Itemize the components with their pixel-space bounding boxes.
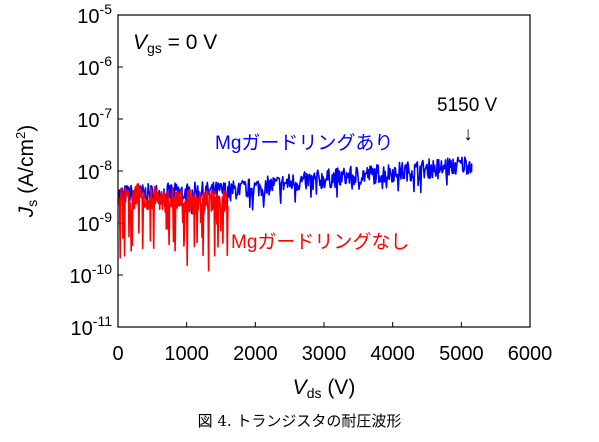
series-label-without-guard: Mgガードリングなし [231,231,409,253]
x-tick-label: 5000 [439,343,484,365]
y-tick-label: 10-10 [70,261,113,288]
condition-label: Vgs = 0 V [133,31,217,56]
series-group [118,156,473,272]
breakdown-arrow-icon: ↓ [463,124,473,145]
x-tick-label: 6000 [508,343,553,365]
series-line-without-guard [118,183,229,272]
y-tick-labels: 10-11 10-10 10-9 10-8 10-7 10-6 10-5 [70,1,113,340]
x-axis-title: Vds (V) [293,376,356,401]
y-tick-label: 10-6 [77,53,112,80]
chart-canvas: 0 1000 2000 3000 4000 5000 6000 10-11 10-10 10-9… [13,1,552,401]
y-tick-label: 10-11 [71,313,113,340]
x-tick-label: 0 [112,343,123,365]
x-tick-label: 1000 [164,343,209,365]
y-axis-title: Js (A/cm2) [13,125,40,218]
y-tick-label: 10-5 [77,1,112,28]
x-tick-label: 2000 [233,343,278,365]
y-tick-label: 10-9 [77,209,112,236]
figure-caption: 図 4. トランジスタの耐圧波形 [197,412,402,430]
y-tick-label: 10-8 [77,157,112,184]
x-tick-labels: 0 1000 2000 3000 4000 5000 6000 [112,343,552,365]
breakdown-voltage-label: 5150 V [437,95,498,116]
x-tick-label: 4000 [370,343,415,365]
y-tick-label: 10-7 [77,105,112,132]
series-line-with-guard [118,156,473,216]
plot-frame [117,14,531,328]
x-tick-label: 3000 [302,343,347,365]
series-label-with-guard: Mgガードリングあり [215,132,393,154]
